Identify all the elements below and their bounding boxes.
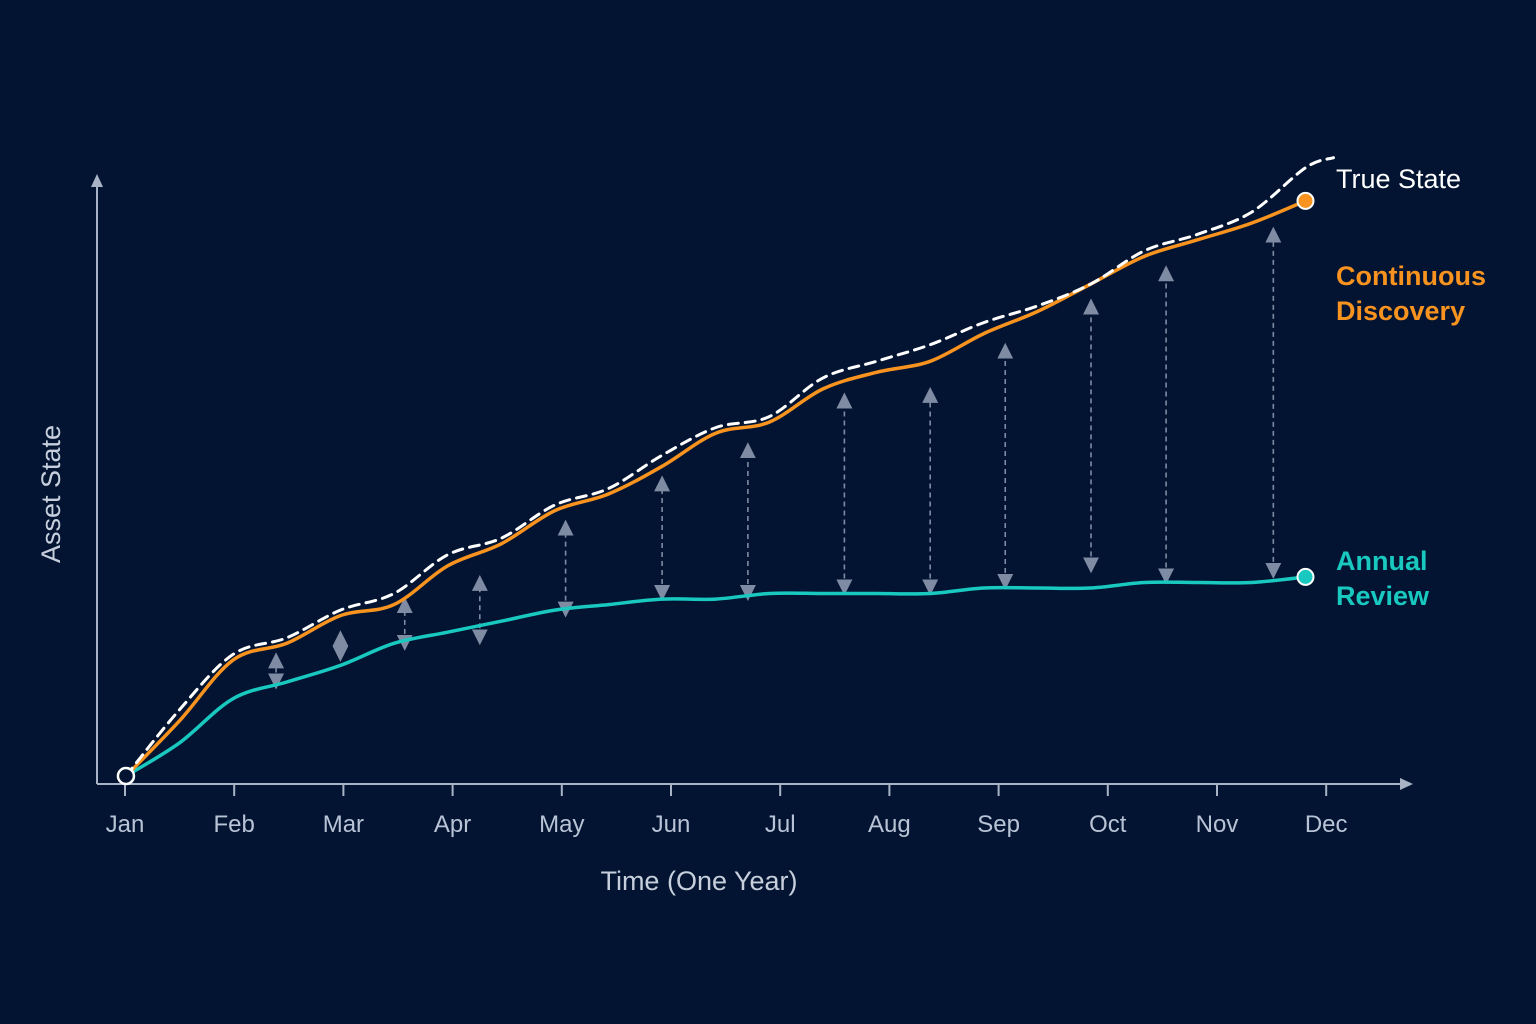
x-tick-label-aug: Aug (868, 811, 911, 838)
series-line-true-state (124, 156, 1335, 778)
endpoint-annual-review (1296, 567, 1315, 586)
legend-label-true-state: True State (1336, 164, 1461, 194)
x-tick-label-jun: Jun (652, 811, 691, 838)
y-axis-title: Asset State (36, 425, 66, 563)
x-tick-label-feb: Feb (214, 811, 255, 838)
x-tick-label-jan: Jan (106, 811, 145, 838)
x-tick-label-jul: Jul (765, 811, 796, 838)
y-axis-arrow (91, 174, 103, 187)
origin-dot (116, 766, 136, 786)
x-tick-label-sep: Sep (977, 811, 1020, 838)
x-tick-label-may: May (539, 811, 584, 838)
x-tick-label-oct: Oct (1089, 811, 1127, 838)
line-endpoints (116, 191, 1315, 786)
x-ticks: Jan Feb Mar Apr May Jun Jul Aug Sep Oct Nov Dec (106, 784, 1348, 838)
legend-label-annual-review: Annual Review (1336, 546, 1430, 611)
series-line-annual-review (124, 575, 1308, 778)
axes (91, 174, 1413, 790)
legend: True State Continuous Discovery Annual Revie… (1336, 164, 1486, 611)
series-line-continuous-discovery (124, 199, 1308, 778)
x-axis-arrow (1400, 778, 1413, 790)
legend-label-continuous-discovery: Continuous Discovery (1336, 261, 1486, 326)
gap-markers (268, 226, 1282, 690)
x-tick-label-dec: Dec (1305, 811, 1348, 838)
x-axis-title: Time (One Year) (600, 866, 797, 896)
x-tick-label-mar: Mar (323, 811, 364, 838)
x-tick-label-nov: Nov (1196, 811, 1239, 838)
endpoint-continuous-discovery (1296, 191, 1315, 210)
x-tick-label-apr: Apr (434, 811, 471, 838)
series-lines (124, 156, 1335, 778)
